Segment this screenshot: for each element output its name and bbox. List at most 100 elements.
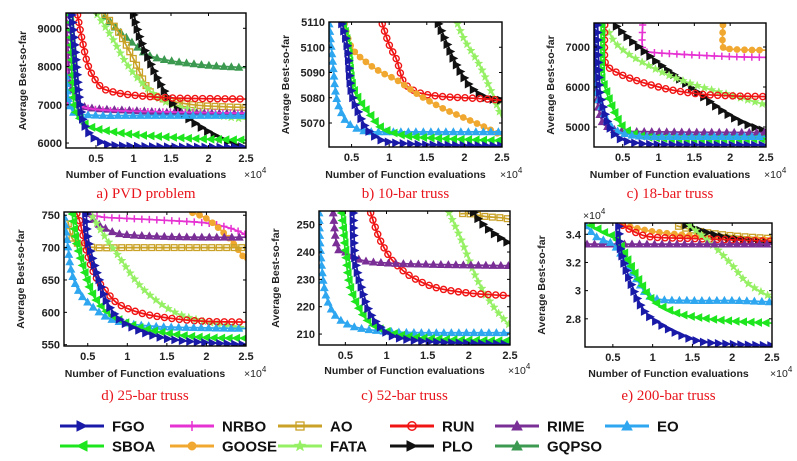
marker — [138, 92, 147, 100]
marker — [418, 127, 428, 136]
marker — [687, 132, 697, 141]
marker — [352, 92, 362, 102]
marker — [176, 94, 184, 102]
marker — [182, 103, 192, 113]
series-group — [66, 13, 246, 148]
marker — [341, 260, 351, 270]
y-tick-label: 6000 — [566, 82, 590, 94]
marker — [328, 211, 338, 217]
marker — [234, 323, 244, 332]
marker — [638, 231, 647, 240]
series-group — [319, 211, 510, 345]
marker — [718, 52, 726, 60]
marker — [203, 110, 213, 119]
marker — [95, 275, 105, 285]
marker — [72, 55, 82, 65]
marker — [130, 130, 140, 140]
marker — [623, 32, 633, 42]
marker — [193, 244, 201, 252]
marker — [345, 283, 355, 292]
x-tick-label: 1.5 — [163, 153, 178, 165]
marker — [491, 99, 502, 109]
marker — [755, 53, 763, 61]
marker — [349, 223, 359, 233]
marker — [123, 214, 131, 223]
marker — [713, 245, 724, 255]
marker — [488, 260, 498, 269]
marker — [732, 131, 742, 141]
marker — [181, 110, 190, 119]
y-tick-label: 3.4 — [566, 229, 582, 241]
marker — [152, 53, 162, 62]
marker — [239, 252, 246, 260]
panel-caption: a) PVD problem — [96, 186, 195, 202]
marker — [233, 110, 243, 119]
marker — [330, 230, 340, 239]
marker — [383, 34, 391, 42]
marker — [643, 60, 654, 70]
marker — [334, 245, 344, 254]
marker — [449, 53, 459, 63]
marker — [658, 49, 666, 57]
marker — [174, 232, 184, 241]
marker — [347, 86, 357, 95]
marker — [138, 39, 148, 49]
marker — [212, 232, 222, 241]
marker — [204, 232, 214, 241]
marker — [650, 64, 661, 74]
marker — [97, 137, 106, 147]
marker — [461, 328, 471, 337]
marker — [732, 239, 742, 248]
marker — [156, 327, 166, 337]
marker — [90, 261, 100, 270]
marker — [459, 114, 467, 121]
panel-caption: e) 200-bar truss — [621, 388, 715, 404]
marker — [455, 25, 466, 35]
marker — [671, 308, 681, 318]
marker — [452, 60, 462, 70]
marker — [118, 35, 127, 43]
marker — [143, 110, 153, 119]
marker — [101, 13, 109, 19]
marker — [83, 110, 93, 119]
marker — [700, 314, 710, 323]
marker — [595, 80, 605, 90]
marker — [108, 34, 119, 44]
marker — [680, 50, 688, 59]
marker — [659, 295, 669, 304]
marker — [636, 300, 646, 310]
marker — [166, 110, 175, 119]
marker — [227, 232, 237, 241]
marker — [740, 53, 748, 61]
marker — [479, 219, 489, 229]
y-tick-label: 240 — [297, 247, 315, 259]
marker — [359, 290, 369, 299]
marker — [138, 131, 147, 140]
marker — [204, 323, 214, 332]
marker — [185, 244, 193, 252]
x-exponent: ×104 — [244, 166, 267, 181]
marker — [206, 94, 214, 103]
marker — [425, 281, 433, 290]
marker — [77, 260, 87, 270]
marker — [601, 109, 611, 119]
marker — [706, 97, 715, 107]
marker — [236, 95, 244, 103]
marker — [198, 317, 206, 325]
x-exponent: ×104 — [244, 365, 267, 380]
marker — [499, 291, 507, 300]
marker — [141, 142, 151, 148]
series-eo — [64, 212, 246, 332]
marker — [606, 230, 615, 240]
marker — [691, 234, 699, 243]
marker — [64, 242, 73, 251]
marker — [64, 220, 70, 229]
marker — [476, 290, 485, 298]
x-tick-label: 0.5 — [338, 350, 353, 362]
marker — [76, 100, 86, 110]
series-plo — [434, 22, 502, 105]
marker — [178, 142, 188, 148]
marker — [371, 223, 380, 231]
marker — [369, 117, 379, 126]
marker — [351, 253, 360, 263]
